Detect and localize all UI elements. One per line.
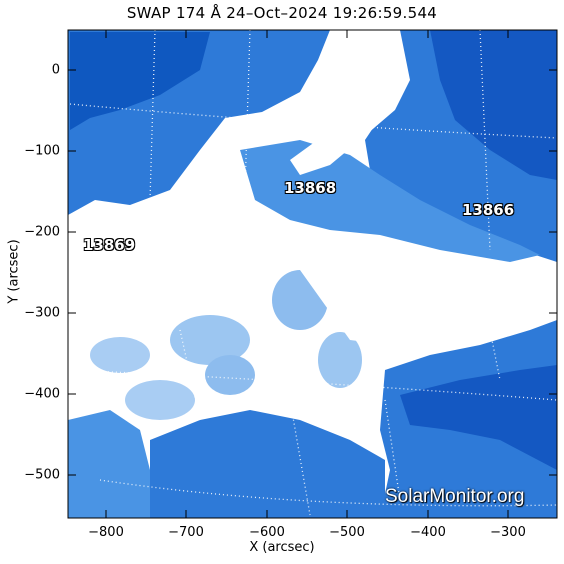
image-title: SWAP 174 Å 24–Oct–2024 19:26:59.544: [126, 4, 438, 22]
x-tick-label: −600: [249, 525, 285, 540]
y-tick-label: −100: [24, 143, 60, 159]
x-axis-label: X (arcsec): [249, 540, 315, 555]
coronal-patch: [90, 337, 150, 373]
coronal-dark-region: [150, 410, 385, 518]
coronal-dark-region: [240, 140, 540, 262]
bright-loop: [290, 80, 410, 175]
coronal-darkest-region: [400, 365, 557, 470]
coronal-patch: [125, 380, 195, 420]
x-tick-label: −300: [490, 525, 526, 540]
active-region-label: 13869: [83, 236, 136, 254]
y-tick-label: −300: [24, 305, 60, 321]
coronal-darkest-region: [430, 30, 557, 180]
heliographic-grid: [68, 30, 557, 516]
y-tick-label: −500: [24, 467, 60, 483]
active-region-label: 13866: [462, 201, 515, 219]
x-tick-label: −700: [168, 525, 204, 540]
coronal-dark-region: [68, 410, 150, 518]
coronal-patch: [318, 332, 362, 388]
coronal-patch: [170, 315, 250, 365]
y-tick-label: 0: [51, 62, 60, 78]
x-axis-ticks: [105, 30, 509, 518]
y-axis-label: Y (arcsec): [6, 239, 22, 304]
y-axis-ticks: [68, 69, 557, 476]
x-tick-label: −400: [410, 525, 446, 540]
bright-loop: [68, 200, 557, 345]
plot-border: [67, 29, 558, 519]
coronal-darkest-region: [70, 32, 210, 130]
x-tick-label: −800: [88, 525, 124, 540]
active-region-label: 13868: [284, 179, 337, 197]
x-tick-label: −500: [329, 525, 365, 540]
swap-image: [68, 30, 557, 518]
watermark-logo: SolarMonitor.org: [385, 486, 525, 507]
y-tick-label: −200: [24, 224, 60, 240]
y-tick-label: −400: [24, 386, 60, 402]
coronal-patch: [205, 355, 255, 395]
